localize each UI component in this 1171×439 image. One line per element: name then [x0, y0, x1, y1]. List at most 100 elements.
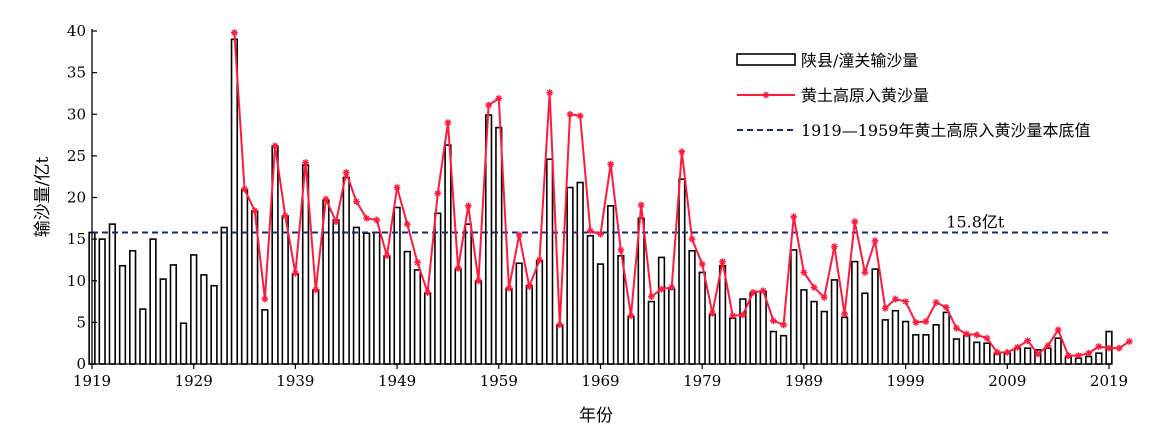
line-point-1969 — [597, 230, 604, 238]
line-point-1944 — [342, 169, 350, 176]
legend-swatch-marker — [762, 91, 770, 99]
line-point-2014 — [1054, 326, 1062, 334]
line-point-1949 — [393, 184, 401, 191]
line-point-2010 — [1014, 343, 1021, 351]
line-point-1998 — [892, 295, 899, 303]
line-point-1979 — [698, 260, 706, 268]
bar-1997 — [881, 319, 889, 365]
line-point-2001 — [922, 318, 930, 325]
bar-1993 — [840, 316, 849, 365]
x-tick-label: 1929 — [175, 372, 213, 390]
line-point-2005 — [963, 330, 971, 338]
x-tick-label: 2019 — [1090, 372, 1128, 390]
line-point-1967 — [576, 112, 584, 120]
bar-1969 — [596, 263, 605, 365]
bar-1948 — [383, 254, 391, 365]
y-tick-label: 0 — [76, 355, 86, 373]
line-point-1989 — [800, 269, 808, 276]
line-point-1953 — [434, 189, 442, 197]
line-point-2006 — [973, 331, 981, 339]
bar-1976 — [668, 288, 676, 365]
line-point-2015 — [1064, 352, 1072, 360]
x-tick-label: 1919 — [73, 372, 111, 390]
line-point-1996 — [871, 237, 879, 245]
line-point-1986 — [769, 317, 777, 325]
line-point-1994 — [851, 218, 859, 226]
line-point-2002 — [932, 298, 940, 306]
line-point-1940 — [302, 159, 309, 166]
bar-1959 — [495, 126, 503, 365]
line-point-1977 — [678, 148, 686, 156]
bar-1964 — [545, 158, 554, 365]
legend-swatch-bar — [736, 53, 796, 66]
line-point-1971 — [617, 246, 625, 254]
line-point-2009 — [1003, 348, 1011, 356]
bar-2002 — [932, 324, 940, 365]
bar-1926 — [159, 278, 167, 365]
bar-1999 — [901, 320, 910, 365]
line-point-1947 — [373, 216, 381, 224]
bar-series — [88, 38, 1113, 365]
line-point-1966 — [566, 110, 574, 118]
line-point-1937 — [271, 142, 279, 150]
line-point-1934 — [241, 185, 248, 193]
bar-1998 — [891, 309, 900, 365]
bar-1966 — [566, 186, 574, 365]
line-point-1935 — [251, 207, 259, 215]
bar-2001 — [922, 334, 930, 365]
bar-1929 — [190, 254, 198, 365]
legend-label-0: 陕县/潼关输沙量 — [801, 51, 918, 70]
axes — [91, 29, 1110, 369]
bar-1949 — [393, 206, 401, 365]
bar-1989 — [800, 289, 808, 365]
bar-1927 — [169, 264, 178, 365]
bar-1951 — [413, 269, 422, 365]
bar-1968 — [586, 234, 594, 365]
bar-1950 — [403, 250, 411, 365]
bar-2003 — [942, 311, 950, 365]
tick-labels: 0 5 10 15 20 25 30 35 40 1919 1929 1939 1949 1959 1969… — [67, 22, 1128, 390]
bar-1985 — [759, 290, 767, 365]
bar-1978 — [688, 249, 696, 365]
bar-1936 — [261, 309, 269, 365]
line-point-1981 — [719, 258, 726, 266]
y-tick-label: 20 — [67, 189, 86, 207]
bar-2007 — [983, 342, 991, 365]
bar-1965 — [556, 324, 564, 365]
line-point-1948 — [383, 252, 391, 260]
x-tick-label: 1939 — [276, 372, 314, 390]
line-point-1987 — [780, 321, 787, 329]
bar-1920 — [98, 238, 106, 365]
line-point-1997 — [881, 304, 889, 312]
x-tick-label: 1949 — [378, 372, 416, 390]
line-point-2007 — [983, 334, 991, 342]
line-point-1976 — [668, 284, 676, 291]
bar-1943 — [332, 219, 340, 365]
line-point-1972 — [627, 312, 635, 320]
bar-1931 — [210, 284, 218, 365]
bar-1962 — [525, 284, 533, 365]
bar-1963 — [535, 259, 544, 365]
bar-1981 — [718, 264, 727, 365]
bar-1956 — [464, 223, 472, 365]
line-point-2017 — [1085, 349, 1093, 357]
line-point-1943 — [332, 218, 340, 226]
bar-2018 — [1095, 352, 1103, 365]
line-point-1956 — [464, 202, 472, 210]
y-tick-label: 5 — [76, 313, 86, 331]
line-point-1993 — [841, 310, 848, 318]
bar-1990 — [810, 300, 818, 365]
bar-2011 — [1023, 347, 1032, 365]
line-point-2000 — [912, 318, 920, 326]
line-point-1951 — [414, 259, 421, 266]
line-point-1938 — [281, 212, 289, 220]
bar-1967 — [576, 181, 584, 365]
bar-1975 — [657, 256, 666, 365]
line-point-1964 — [546, 89, 554, 97]
line-point-1965 — [556, 321, 564, 329]
line-point-1999 — [902, 298, 909, 305]
line-point-2016 — [1075, 352, 1082, 360]
line-point-1970 — [607, 160, 615, 168]
bar-1954 — [444, 144, 452, 365]
line-point-1980 — [708, 309, 716, 317]
